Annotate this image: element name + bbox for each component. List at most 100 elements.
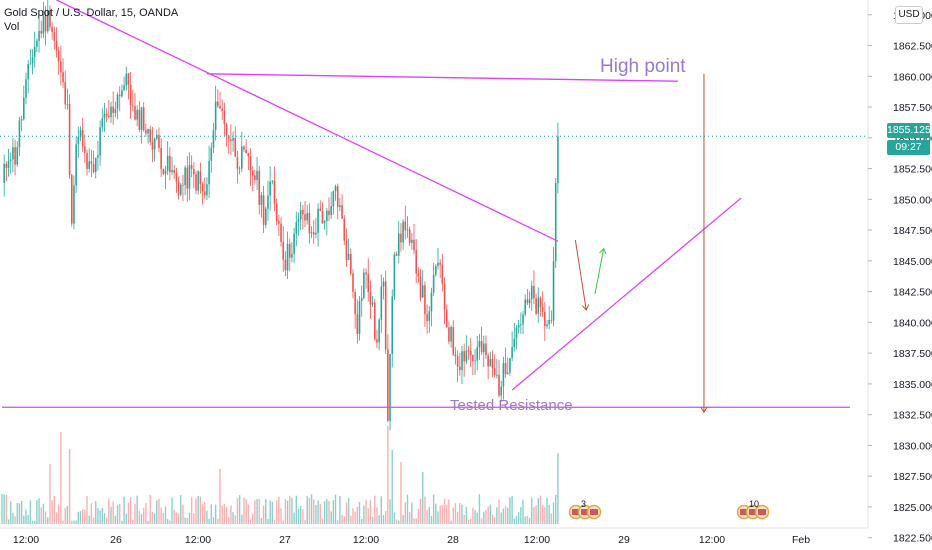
candle [282, 241, 285, 260]
volume-bar [147, 520, 149, 524]
candle [62, 72, 64, 83]
candle [430, 292, 433, 312]
volume-bar [546, 497, 548, 524]
candle [264, 208, 267, 225]
volume-bar [51, 499, 53, 524]
candle [437, 262, 439, 267]
candle [134, 106, 136, 120]
ascending-trendline[interactable] [511, 197, 742, 391]
volume-bar [265, 498, 267, 524]
volume-bar [73, 520, 75, 524]
candle [236, 156, 239, 169]
volume-bar [350, 515, 352, 524]
candle [317, 208, 319, 233]
candle [182, 184, 184, 186]
candle [352, 273, 354, 293]
y-tick-label: 1840.000 [893, 317, 932, 329]
candle [132, 105, 134, 107]
candle [153, 138, 156, 150]
candle [469, 351, 472, 356]
descending-trendline[interactable] [56, 0, 559, 242]
candle [79, 130, 82, 137]
volume-bar [380, 496, 383, 524]
candle [435, 266, 437, 275]
volume-bar [7, 519, 10, 524]
volume-bar [201, 504, 204, 524]
high-point-annotation[interactable]: High point [600, 56, 686, 77]
candle [393, 254, 396, 297]
candle [415, 250, 417, 274]
volume-bar [57, 504, 60, 524]
candle [123, 85, 125, 91]
candle [269, 181, 271, 196]
candle [491, 359, 494, 369]
candle [291, 253, 293, 258]
volume-bar [417, 508, 420, 524]
pullback-arrow[interactable] [574, 239, 587, 311]
candle [304, 214, 306, 221]
volume-bar [502, 508, 505, 524]
volume-bar [293, 512, 295, 524]
volume-bar [225, 507, 228, 524]
candle [528, 299, 531, 304]
volume-bar [190, 497, 193, 524]
volume-bar [476, 512, 478, 524]
volume-bar [221, 505, 223, 524]
volume-bar [413, 518, 415, 524]
candle [524, 299, 526, 315]
volume-bar [389, 499, 391, 524]
candle [511, 347, 513, 359]
candle [108, 115, 110, 117]
candle [389, 353, 391, 421]
candle [380, 286, 383, 320]
candle [140, 107, 143, 130]
volume-bar [289, 495, 291, 524]
candle [467, 350, 470, 352]
candle [86, 152, 88, 169]
candle [234, 137, 237, 157]
volume-bar [382, 515, 385, 524]
volume-bar [393, 512, 396, 524]
pullback-arrow-head [581, 304, 590, 311]
y-tick-label: 1832.500 [893, 410, 932, 422]
volume-bar [175, 512, 178, 524]
volume-bar [105, 518, 108, 524]
volume-bar [138, 511, 141, 524]
volume-bar [428, 506, 430, 524]
volume-bar [310, 494, 313, 524]
currency-button[interactable]: USD [895, 6, 923, 24]
volume-bar [151, 511, 154, 524]
candle [312, 232, 315, 235]
volume-bar [156, 500, 158, 524]
x-tick-label: 12:00 [353, 534, 379, 546]
volume-bar [365, 499, 367, 524]
candle [408, 229, 411, 243]
bounce-arrow[interactable] [594, 248, 605, 295]
volume-bar [14, 516, 16, 524]
candle [302, 209, 304, 215]
volume-bar [557, 453, 559, 524]
volume-bar [304, 520, 306, 524]
event-badge-label: 3 [581, 499, 586, 509]
volume-bar [378, 515, 380, 524]
candle [3, 163, 5, 183]
candle [40, 30, 43, 34]
volume-bar [260, 518, 263, 524]
candle [64, 82, 67, 105]
candle [27, 64, 29, 80]
volume-bar [132, 519, 134, 524]
volume-bar [84, 509, 86, 524]
candle [544, 311, 546, 327]
candle [33, 46, 36, 58]
candle [66, 104, 69, 105]
volume-bar [539, 495, 542, 524]
volume-bar [173, 509, 175, 524]
tested-resistance-annotation[interactable]: Tested Resistance [450, 397, 573, 414]
volume-bar [71, 520, 73, 524]
candle [498, 374, 500, 396]
candle [411, 239, 413, 243]
candle [31, 57, 34, 64]
candle [92, 163, 95, 172]
high-point-line[interactable] [206, 73, 678, 82]
